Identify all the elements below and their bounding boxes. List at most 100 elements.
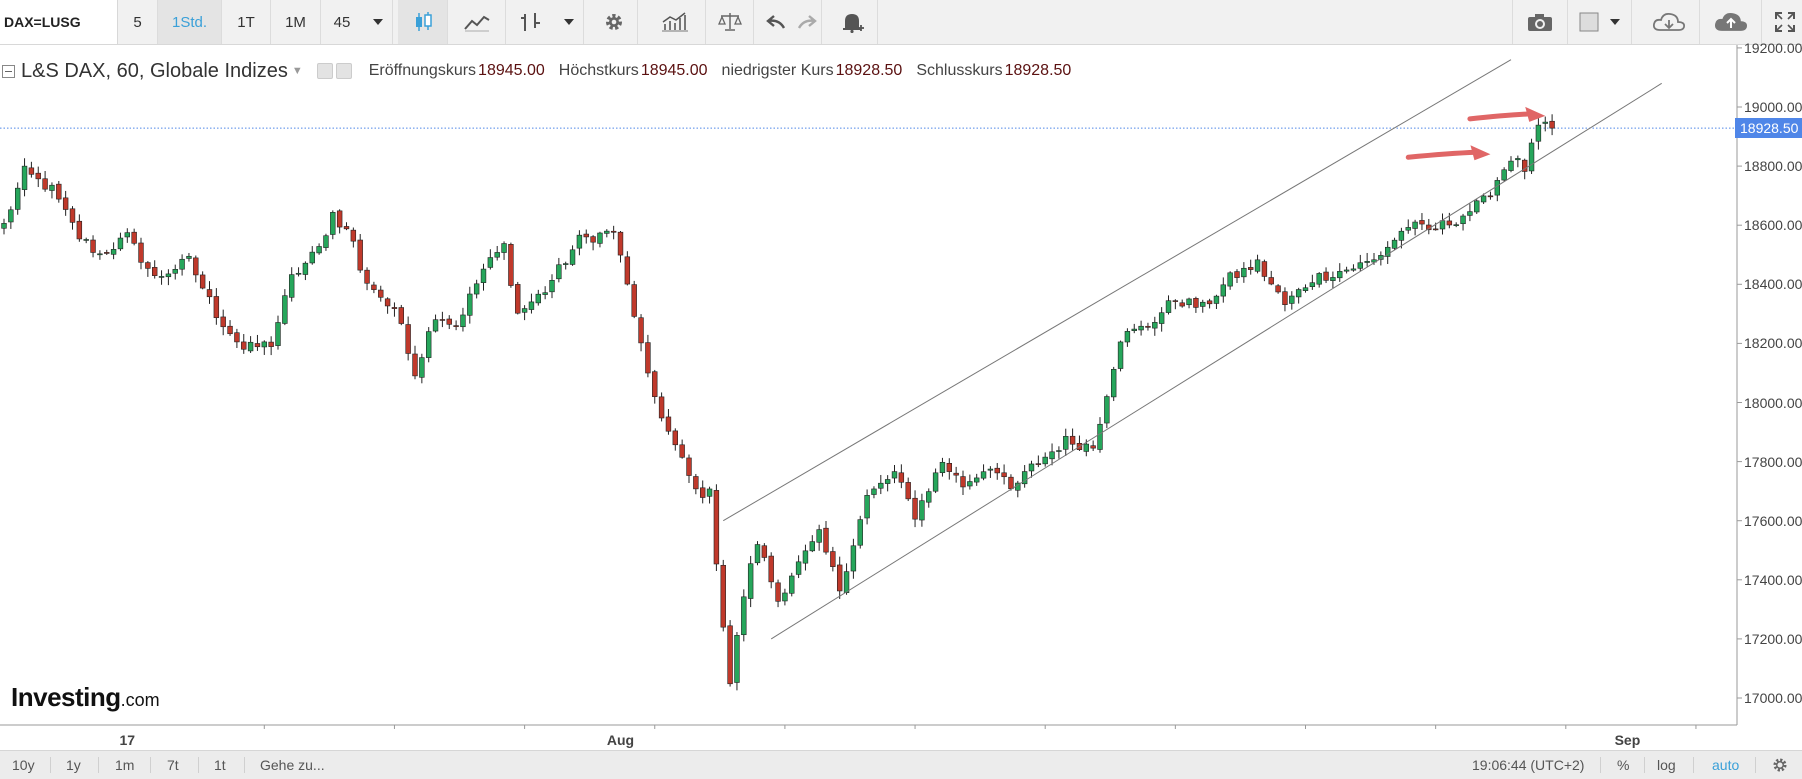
- candle: [1508, 156, 1514, 173]
- indicators-icon: [521, 13, 540, 31]
- annotation-arrow[interactable]: [1467, 106, 1546, 122]
- collapse-legend-button[interactable]: [2, 64, 15, 78]
- range-10y-button[interactable]: 10y: [12, 757, 35, 773]
- balance-button[interactable]: [706, 0, 754, 44]
- candle: [1480, 193, 1487, 205]
- candle: [1535, 118, 1542, 150]
- candle: [1357, 254, 1364, 272]
- candle: [1056, 446, 1062, 459]
- investing-logo: Investing.com: [11, 682, 160, 713]
- candle: [1439, 213, 1446, 235]
- candle: [282, 289, 288, 326]
- range-1m-button[interactable]: 1m: [115, 757, 135, 773]
- candle: [1241, 262, 1247, 283]
- candle: [138, 237, 144, 270]
- log-scale-toggle[interactable]: log: [1657, 757, 1676, 773]
- candle: [597, 231, 603, 248]
- range-1t-button[interactable]: 1t: [214, 757, 226, 773]
- goto-date-button[interactable]: Gehe zu...: [260, 757, 325, 773]
- open-value: 18945.00: [478, 62, 545, 79]
- load-chart-button[interactable]: [1638, 0, 1700, 44]
- candle: [288, 267, 295, 302]
- redo-icon: [797, 15, 817, 29]
- candle: [193, 255, 199, 283]
- template-button[interactable]: [1568, 0, 1632, 44]
- candle: [802, 544, 809, 571]
- line-style-button[interactable]: [448, 0, 506, 44]
- alert-icon: [842, 14, 864, 33]
- candle: [1193, 296, 1199, 313]
- candle: [528, 293, 535, 314]
- time-tick-label: Aug: [606, 732, 635, 748]
- interval-1h-button[interactable]: 1Std.: [158, 0, 222, 44]
- candle: [97, 250, 103, 260]
- trend-channel-lower-line[interactable]: [770, 82, 1662, 640]
- eye-icon[interactable]: [316, 63, 333, 79]
- candle: [905, 477, 911, 502]
- snapshot-button[interactable]: [1512, 0, 1568, 44]
- candle: [405, 316, 411, 361]
- chart-settings-button[interactable]: [1772, 751, 1788, 779]
- line-style-icon: [463, 15, 490, 32]
- candles-icon: [415, 12, 432, 31]
- range-1y-button[interactable]: 1y: [66, 757, 81, 773]
- interval-45-button[interactable]: 45: [333, 13, 351, 31]
- candle: [843, 563, 850, 595]
- indicators-dropdown-button[interactable]: [554, 0, 584, 44]
- redo-button[interactable]: [792, 0, 822, 44]
- price-tick-label: 18800.00: [1744, 158, 1802, 175]
- range-7t-button[interactable]: 7t: [167, 757, 179, 773]
- percent-scale-toggle[interactable]: %: [1617, 757, 1630, 773]
- undo-button[interactable]: [760, 0, 792, 44]
- settings-button[interactable]: [590, 0, 638, 44]
- candle: [768, 552, 774, 589]
- annotation-arrow[interactable]: [1405, 145, 1491, 161]
- candle: [891, 464, 898, 484]
- candle: [1474, 199, 1480, 215]
- candle: [110, 242, 117, 260]
- candle: [665, 409, 672, 435]
- candle: [1487, 191, 1494, 200]
- interval-1d-button[interactable]: 1T: [222, 0, 271, 44]
- candle: [535, 289, 542, 306]
- price-tick-label: 17000.00: [1744, 690, 1802, 706]
- candle: [1364, 252, 1370, 267]
- candle: [1350, 264, 1357, 272]
- interval-5-button[interactable]: 5: [118, 0, 158, 44]
- symbol-search-input[interactable]: DAX=LUSG: [0, 0, 118, 44]
- interval-1m-button[interactable]: 1M: [271, 0, 321, 44]
- gear-icon[interactable]: [335, 63, 352, 79]
- indicators-button[interactable]: [506, 0, 554, 44]
- series-menu-caret-icon[interactable]: ▼: [291, 65, 303, 77]
- candle: [1028, 460, 1035, 478]
- auto-scale-toggle[interactable]: auto: [1712, 757, 1740, 773]
- compare-button[interactable]: [644, 0, 706, 44]
- interval-dropdown-button[interactable]: [363, 0, 393, 44]
- candle: [809, 535, 816, 553]
- candle: [186, 252, 192, 262]
- price-chart[interactable]: [0, 0, 1802, 750]
- candle: [1049, 443, 1055, 466]
- save-chart-button[interactable]: [1700, 0, 1762, 44]
- trend-channel-upper-line[interactable]: [722, 59, 1512, 522]
- candle: [1391, 237, 1398, 250]
- candle: [419, 353, 425, 384]
- candle: [994, 462, 1000, 480]
- candle: [1220, 277, 1227, 303]
- candle: [453, 320, 459, 331]
- clock-timezone[interactable]: 19:06:44 (UTC+2): [1472, 757, 1585, 773]
- candle: [953, 466, 959, 483]
- candle: [912, 490, 918, 528]
- candle: [1282, 287, 1288, 312]
- candle: [1227, 271, 1233, 290]
- candle: [569, 245, 576, 266]
- price-tick-label: 17200.00: [1744, 630, 1802, 647]
- camera-icon: [1528, 14, 1552, 31]
- candle: [645, 334, 651, 378]
- fullscreen-button[interactable]: [1768, 0, 1802, 44]
- candle: [76, 214, 83, 242]
- candle: [521, 305, 528, 321]
- candle: [604, 229, 610, 238]
- candles-button[interactable]: [398, 0, 448, 44]
- alert-button[interactable]: [828, 0, 878, 44]
